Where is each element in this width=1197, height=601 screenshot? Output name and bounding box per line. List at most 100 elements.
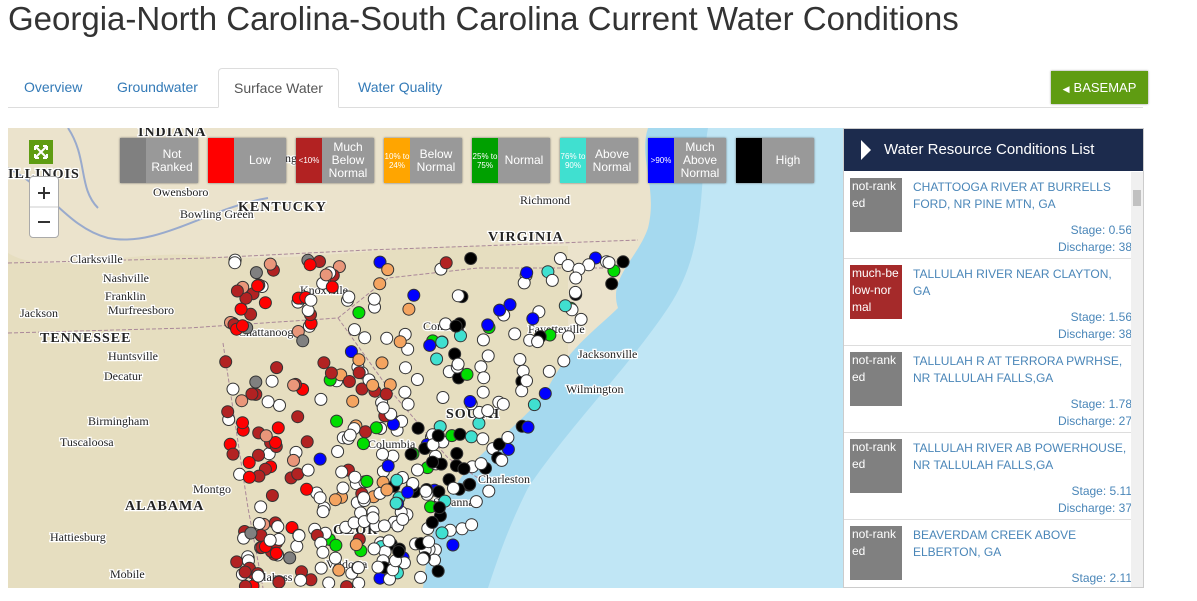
site-marker[interactable] <box>476 385 490 399</box>
site-marker[interactable] <box>332 260 346 274</box>
site-marker[interactable] <box>356 437 370 451</box>
site-marker[interactable] <box>460 367 474 381</box>
tab[interactable]: Groundwater <box>117 79 198 95</box>
site-marker[interactable] <box>545 273 559 287</box>
site-row[interactable]: much-below-normal TALLULAH RIVER NEAR CLA… <box>844 259 1132 346</box>
site-marker[interactable] <box>404 447 418 461</box>
site-marker[interactable] <box>303 258 317 272</box>
site-marker[interactable] <box>342 375 356 388</box>
fullscreen-button[interactable] <box>29 140 53 164</box>
site-marker[interactable] <box>251 279 265 293</box>
site-marker[interactable] <box>463 477 477 491</box>
site-marker[interactable] <box>290 539 304 553</box>
site-marker[interactable] <box>359 425 372 439</box>
site-marker[interactable] <box>263 533 277 547</box>
site-marker[interactable] <box>431 564 445 578</box>
site-marker[interactable] <box>340 580 354 588</box>
site-marker[interactable] <box>348 323 361 337</box>
site-marker[interactable] <box>271 520 285 534</box>
site-marker[interactable] <box>219 355 233 369</box>
site-marker[interactable] <box>234 302 248 316</box>
site-marker[interactable] <box>251 569 265 583</box>
site-marker[interactable] <box>242 470 256 484</box>
legend-item[interactable]: 10% to 24% Below Normal <box>384 138 462 183</box>
site-marker[interactable] <box>371 560 385 574</box>
site-marker[interactable] <box>436 391 450 404</box>
site-marker[interactable] <box>328 493 342 507</box>
site-marker[interactable] <box>342 290 356 304</box>
site-marker[interactable] <box>258 296 272 310</box>
site-marker[interactable] <box>236 416 249 430</box>
site-marker[interactable] <box>520 374 533 388</box>
site-marker[interactable] <box>439 256 453 270</box>
site-marker[interactable] <box>411 421 425 435</box>
site-marker[interactable] <box>396 512 410 526</box>
site-marker[interactable] <box>399 361 412 375</box>
site-marker[interactable] <box>287 453 300 467</box>
site-marker[interactable] <box>228 256 242 270</box>
site-marker[interactable] <box>373 277 387 291</box>
site-marker[interactable] <box>423 338 437 352</box>
site-marker[interactable] <box>451 357 465 371</box>
site-marker[interactable] <box>568 285 582 299</box>
site-marker[interactable] <box>481 318 495 332</box>
site-marker[interactable] <box>373 255 387 269</box>
site-marker[interactable] <box>380 483 394 497</box>
site-marker[interactable] <box>398 385 412 399</box>
site-marker[interactable] <box>457 462 471 476</box>
site-marker[interactable] <box>304 293 318 307</box>
site-marker[interactable] <box>369 421 383 435</box>
site-marker[interactable] <box>352 353 366 367</box>
site-name-text[interactable]: BEAVERDAM CREEK ABOVE ELBERTON, GA <box>913 528 1077 559</box>
site-row[interactable]: not-ranked CHATTOOGA RIVER AT BURRELLS FO… <box>844 172 1132 259</box>
site-marker[interactable] <box>236 319 249 333</box>
site-marker[interactable] <box>349 538 363 552</box>
site-marker[interactable] <box>451 289 465 303</box>
site-marker[interactable] <box>272 575 286 588</box>
site-marker[interactable] <box>283 551 297 565</box>
site-marker[interactable] <box>271 421 285 435</box>
site-marker[interactable] <box>332 563 346 577</box>
site-marker[interactable] <box>259 429 273 443</box>
site-marker[interactable] <box>221 405 235 419</box>
site-marker[interactable] <box>426 455 439 469</box>
legend-item[interactable]: High <box>736 138 814 183</box>
tab[interactable]: Water Quality <box>358 79 443 95</box>
site-marker[interactable] <box>270 361 284 375</box>
site-marker[interactable] <box>469 495 483 509</box>
site-marker[interactable] <box>319 268 333 282</box>
site-marker[interactable] <box>449 319 463 333</box>
legend-item[interactable]: <10% Much Below Normal <box>296 138 374 183</box>
site-marker[interactable] <box>380 331 394 345</box>
site-marker[interactable] <box>402 302 416 316</box>
site-marker[interactable] <box>465 518 479 532</box>
map[interactable]: INDIANAILLINOISOwensboroKENTUCKYLexingto… <box>8 128 843 588</box>
site-marker[interactable] <box>616 255 630 269</box>
site-marker[interactable] <box>314 561 328 575</box>
site-marker[interactable] <box>376 401 390 415</box>
site-marker[interactable] <box>379 387 393 401</box>
site-marker[interactable] <box>300 435 314 449</box>
site-marker[interactable] <box>226 447 240 461</box>
site-marker[interactable] <box>292 529 306 543</box>
site-marker[interactable] <box>265 489 279 502</box>
site-marker[interactable] <box>294 573 308 587</box>
site-marker[interactable] <box>316 505 330 519</box>
site-marker[interactable] <box>389 496 403 510</box>
site-marker[interactable] <box>335 465 349 479</box>
site-name-text[interactable]: CHATTOOGA RIVER AT BURRELLS FORD, NR PIN… <box>913 180 1111 211</box>
site-marker[interactable] <box>501 431 515 444</box>
site-marker[interactable] <box>446 538 460 552</box>
site-marker[interactable] <box>401 397 415 411</box>
site-marker[interactable] <box>329 538 343 552</box>
site-marker[interactable] <box>390 473 404 487</box>
scroll-thumb[interactable] <box>1133 190 1141 206</box>
site-marker[interactable] <box>377 519 391 533</box>
site-marker[interactable] <box>464 430 478 444</box>
site-marker[interactable] <box>531 335 545 349</box>
site-marker[interactable] <box>562 330 575 344</box>
site-marker[interactable] <box>244 526 258 540</box>
site-marker[interactable] <box>352 366 366 380</box>
site-marker[interactable] <box>352 576 366 588</box>
site-marker[interactable] <box>447 481 460 495</box>
